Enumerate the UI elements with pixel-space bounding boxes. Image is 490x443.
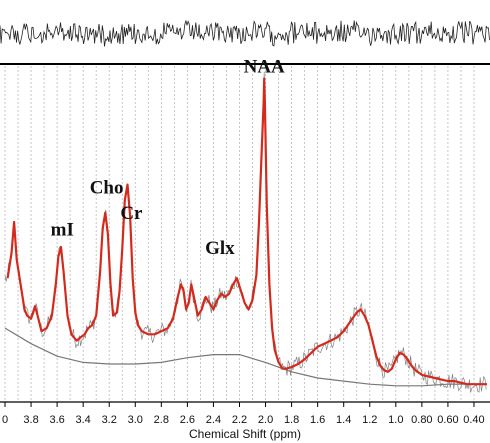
x-tick-label: 3.6	[49, 414, 64, 426]
residual-trace	[0, 20, 490, 47]
x-tick-label: 3.4	[76, 414, 91, 426]
x-tick-label: 3.2	[102, 414, 117, 426]
baseline-series-line	[4, 327, 487, 387]
series-layer	[4, 77, 487, 387]
residual-line	[0, 20, 490, 47]
x-tick-label: 2.6	[180, 414, 195, 426]
peak-label-cho: Cho	[90, 178, 124, 199]
x-tick-label: 2.8	[154, 414, 169, 426]
x-tick-label: 0.80	[411, 414, 432, 426]
x-tick-label: 1.4	[336, 414, 351, 426]
peak-labels: mI Cho Cr Glx NAA	[51, 57, 285, 259]
x-axis-ticks: 0 3.8 3.6 3.4 3.2 3.0 2.8 2.6 2.4 2.2 2.0 1.8 1.6 1.4…	[2, 402, 485, 426]
x-tick-label: 0.60	[437, 414, 458, 426]
peak-label-cr: Cr	[120, 203, 143, 224]
x-tick-label: 2.4	[206, 414, 221, 426]
x-tick-label: 2.2	[232, 414, 247, 426]
peak-label-naa: NAA	[244, 57, 285, 78]
raw-spectrum-trace	[4, 71, 487, 393]
x-tick-label: 1.2	[362, 414, 377, 426]
peak-label-glx: Glx	[205, 238, 235, 259]
x-axis-title: Chemical Shift (ppm)	[189, 427, 301, 441]
x-tick-label: 3.0	[128, 414, 143, 426]
x-tick-label: 1.0	[388, 414, 403, 426]
x-tick-label: 0.40	[463, 414, 484, 426]
gridlines	[4, 66, 475, 402]
x-tick-label: 2.0	[258, 414, 273, 426]
raw-spectrum-line	[4, 71, 487, 393]
x-tick-label: 3.8	[23, 414, 38, 426]
x-tick-label: 1.6	[310, 414, 325, 426]
peak-label-mi: mI	[51, 219, 74, 240]
fit-series-line	[6, 77, 487, 386]
x-tick-label: 1.8	[284, 414, 299, 426]
x-tick-label: 0	[2, 414, 8, 426]
